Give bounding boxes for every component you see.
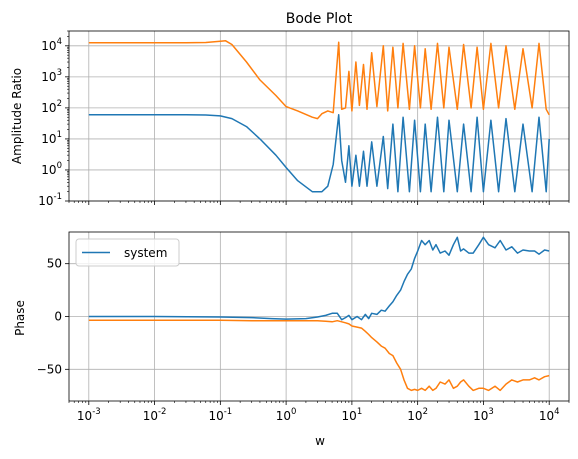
phase-frame <box>68 231 570 402</box>
amplitude-y-tick-label: 102 <box>41 99 62 115</box>
amplitude-y-tick-label: 104 <box>41 37 62 53</box>
phase-x-tick-label: 104 <box>539 407 560 423</box>
phase-y-tick-label: 50 <box>47 257 62 271</box>
legend: system <box>75 238 180 267</box>
phase-x-tick-label: 10-2 <box>143 407 167 423</box>
phase-y-axis-label: Phase <box>13 300 27 336</box>
phase-lines <box>88 236 550 392</box>
phase-y-tick-label: 0 <box>54 310 62 324</box>
phase-series-orange-line <box>88 319 550 392</box>
phase-x-tick-label: 100 <box>276 407 297 423</box>
amplitude-y-tick-label: 100 <box>41 161 62 177</box>
amplitude-y-tick-label: 103 <box>41 68 62 84</box>
phase-x-tick-label: 101 <box>342 407 363 423</box>
phase-y-tick-label: −50 <box>37 362 62 376</box>
chart-title: Bode Plot <box>286 11 353 27</box>
amplitude-lines <box>88 40 550 193</box>
phase-series-system-line <box>88 236 550 321</box>
amplitude-y-axis-label: Amplitude Ratio <box>10 68 24 164</box>
amplitude-axes: 10-1 100 101 102 103 104 Bode Plot Amplitude … <box>10 11 570 208</box>
amplitude-y-tick-label: 101 <box>41 130 62 146</box>
phase-x-tick-label: 10-3 <box>77 407 101 423</box>
phase-x-tick-label: 103 <box>473 407 494 423</box>
amplitude-series-orange-line <box>88 40 550 120</box>
amplitude-frame <box>68 30 570 202</box>
x-axis-label: w <box>315 434 325 448</box>
amplitude-y-tick-label: 10-1 <box>38 192 62 208</box>
amplitude-series-blue-line <box>88 114 550 193</box>
phase-x-tick-label: 10-1 <box>208 407 232 423</box>
legend-label-system: system <box>124 246 167 260</box>
legend-box <box>75 238 180 267</box>
phase-x-tick-label: 102 <box>407 407 428 423</box>
phase-ticks: 10-3 10-2 10-1 100 101 102 103 104 −50 0 50 <box>37 257 570 423</box>
